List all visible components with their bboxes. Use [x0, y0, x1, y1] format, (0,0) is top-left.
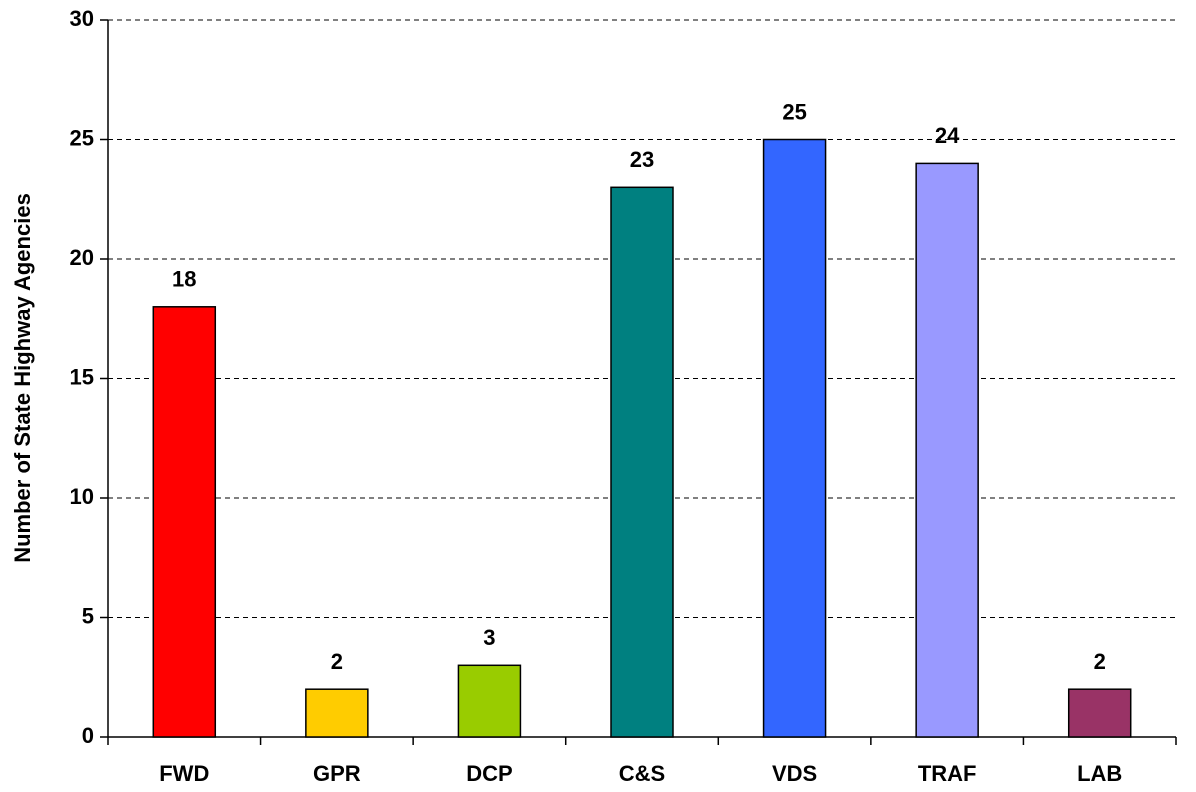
value-label: 2 — [331, 649, 343, 674]
x-tick-label: LAB — [1077, 761, 1122, 786]
value-label: 24 — [935, 123, 960, 148]
y-tick-label: 5 — [82, 603, 94, 628]
value-label: 3 — [483, 625, 495, 650]
y-tick-label: 20 — [70, 245, 94, 270]
bar — [915, 162, 979, 738]
x-tick-label: VDS — [772, 761, 817, 786]
y-tick-label: 15 — [70, 364, 94, 389]
y-tick-label: 10 — [70, 484, 94, 509]
bar — [457, 664, 522, 738]
x-tick-label: FWD — [159, 761, 209, 786]
value-label: 23 — [630, 147, 654, 172]
x-tick-label: DCP — [466, 761, 512, 786]
x-tick-label: GPR — [313, 761, 361, 786]
bar — [1067, 688, 1132, 738]
value-label: 18 — [172, 267, 196, 292]
y-tick-label: 25 — [70, 125, 94, 150]
x-tick-label: C&S — [619, 761, 665, 786]
bar — [152, 306, 217, 738]
y-tick-label: 30 — [70, 6, 94, 31]
x-tick-label: TRAF — [918, 761, 977, 786]
bar — [305, 688, 369, 738]
bar — [762, 138, 827, 738]
bar — [610, 186, 674, 738]
y-axis-label: Number of State Highway Agencies — [10, 193, 35, 563]
value-label: 2 — [1094, 649, 1106, 674]
y-tick-label: 0 — [82, 723, 94, 748]
value-label: 25 — [782, 99, 806, 124]
